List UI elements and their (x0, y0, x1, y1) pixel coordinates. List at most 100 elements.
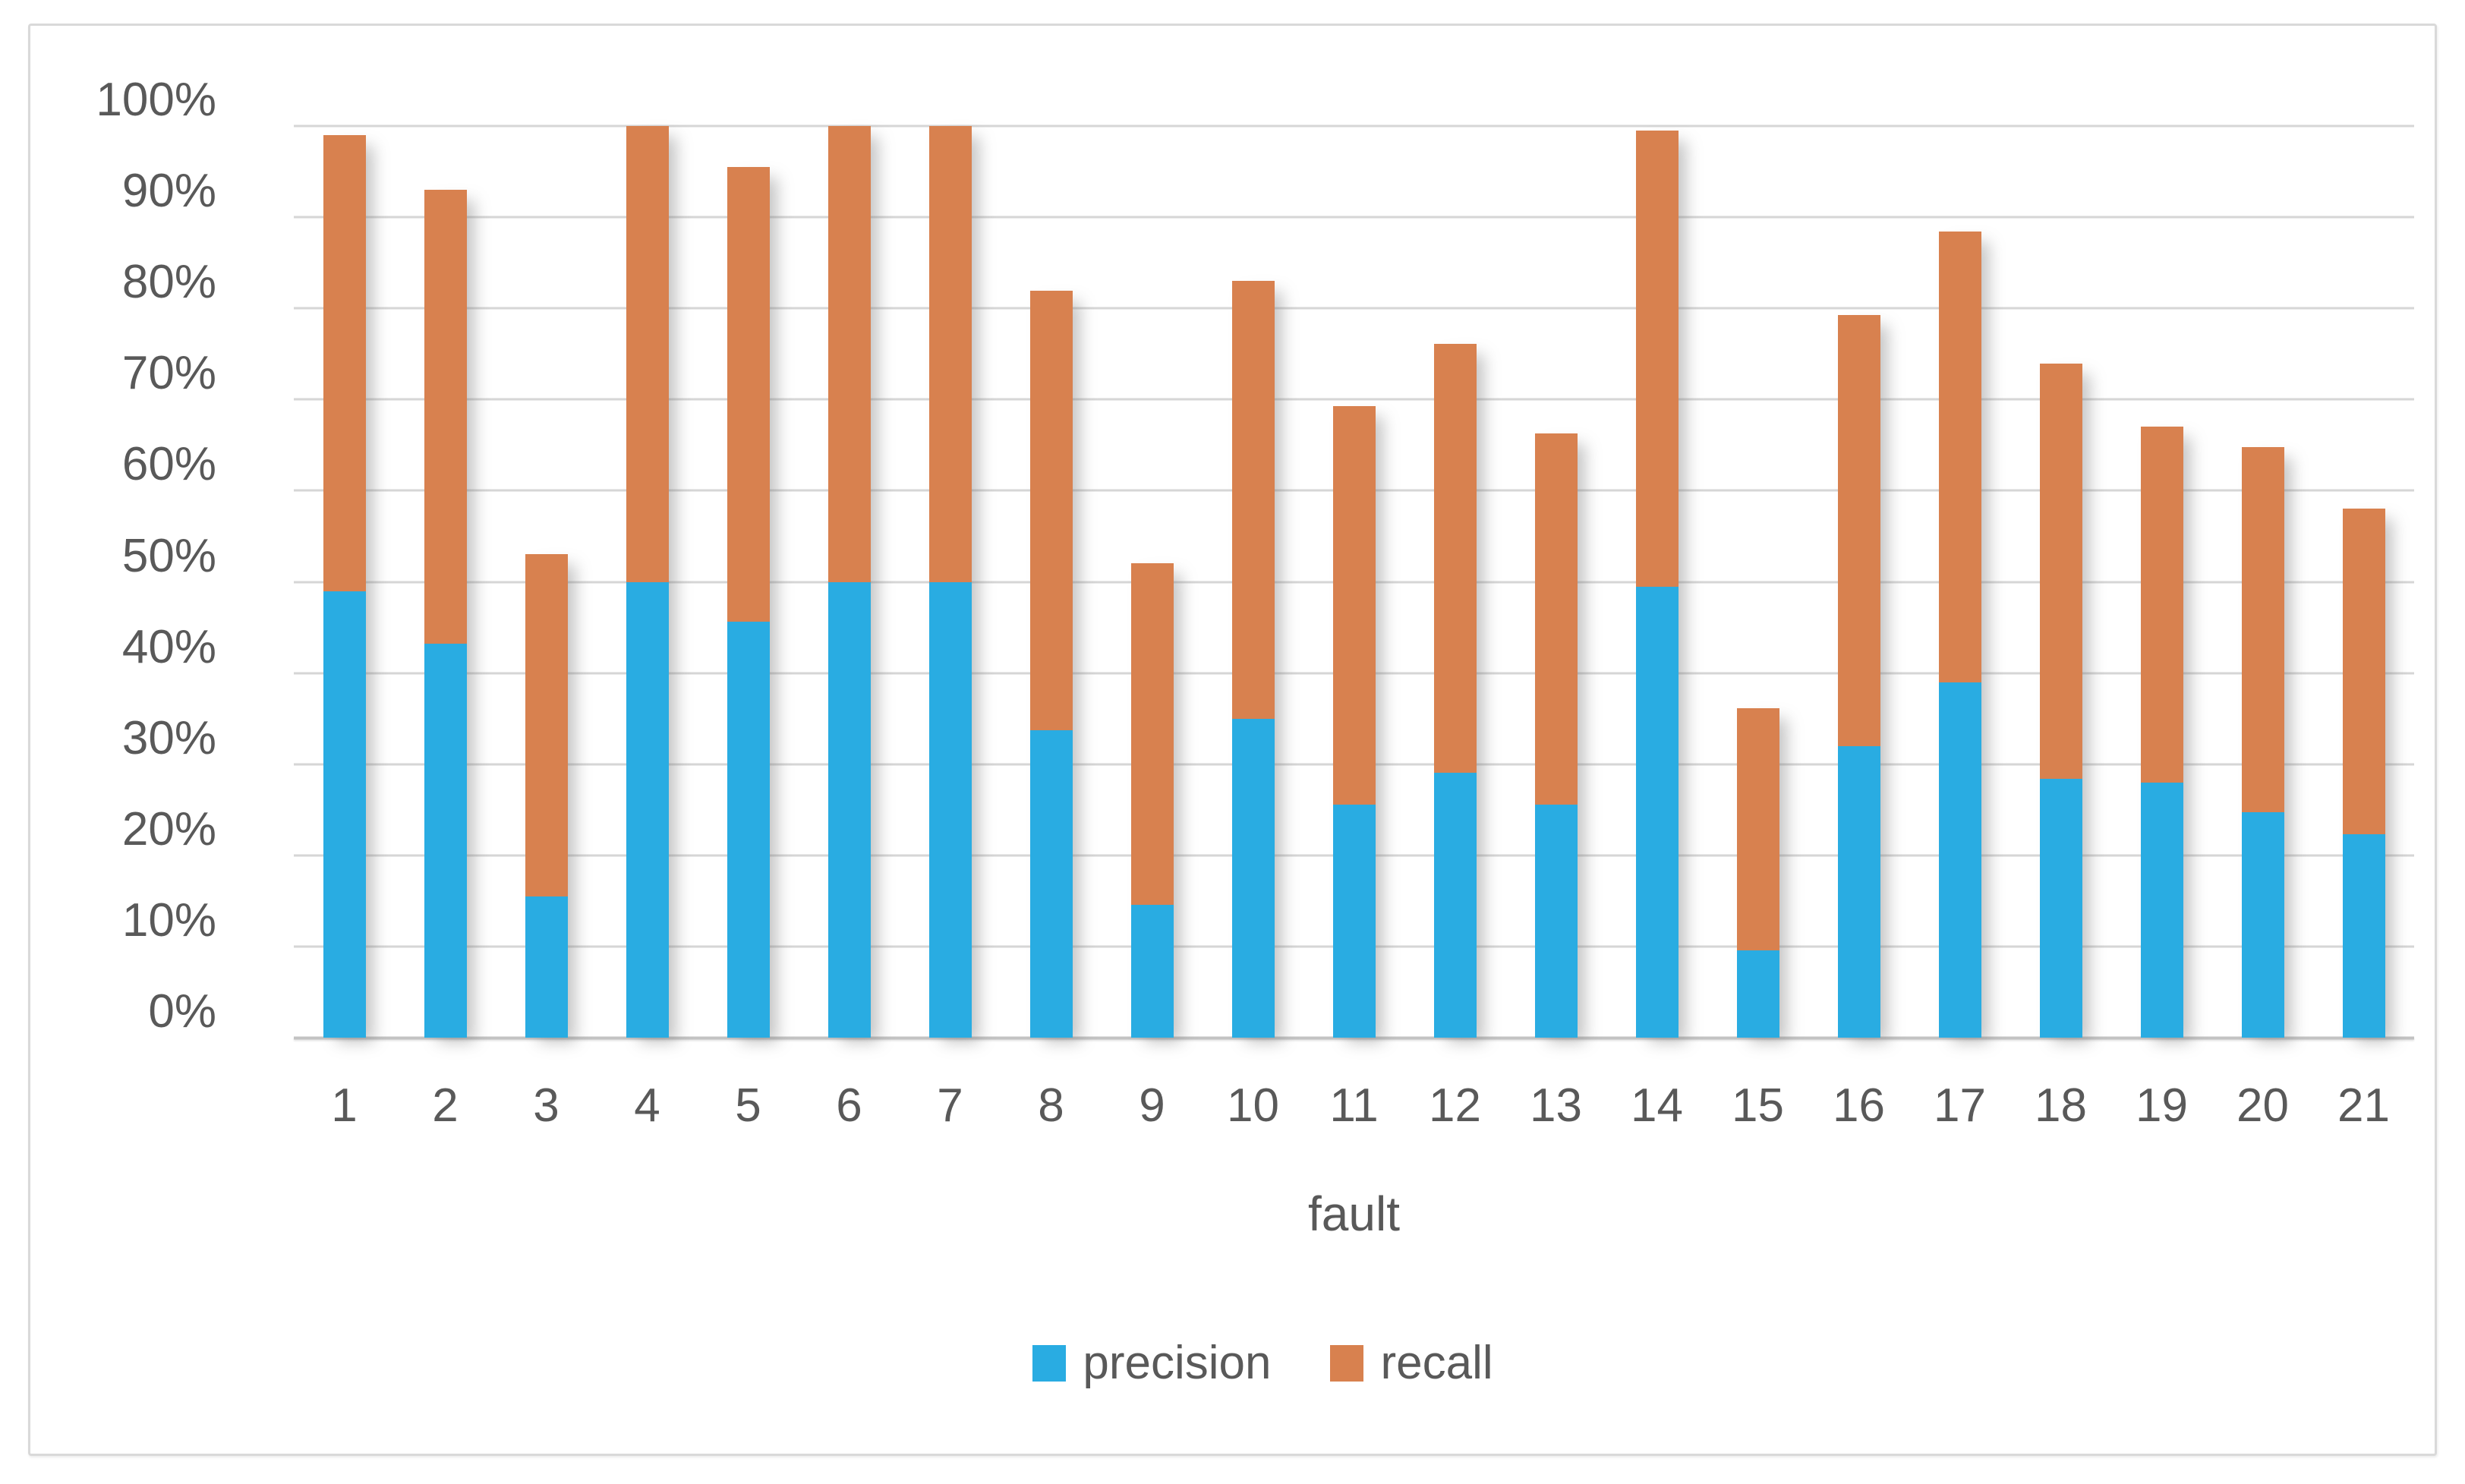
bar-segment-precision (525, 896, 568, 1038)
bar-segment-recall (928, 126, 972, 582)
gridline (294, 398, 2414, 401)
bar-10 (1231, 281, 1275, 1038)
bar-19 (2140, 427, 2183, 1038)
bar-6 (827, 126, 871, 1038)
y-axis-tick-label: 100% (96, 74, 216, 126)
bar-segment-recall (1736, 708, 1779, 950)
bar-segment-recall (1837, 314, 1880, 746)
bar-segment-recall (727, 167, 770, 622)
x-axis-tick-label: 14 (1631, 1079, 1683, 1132)
bar-segment-recall (1635, 131, 1679, 587)
x-axis-tick-label: 2 (432, 1079, 459, 1132)
bar-segment-precision (2140, 782, 2183, 1038)
bar-segment-precision (1736, 950, 1779, 1038)
legend: precision recall (30, 1336, 2465, 1390)
bar-segment-precision (1534, 804, 1578, 1038)
x-axis-title: fault (1308, 1186, 1400, 1241)
bar-segment-recall (1433, 344, 1477, 773)
y-axis-tick-label: 30% (121, 711, 216, 764)
x-axis-tick-label: 15 (1732, 1079, 1784, 1132)
bar-segment-recall (2342, 509, 2385, 835)
bar-15 (1736, 708, 1779, 1038)
bar-11 (1332, 405, 1376, 1038)
bar-segment-recall (1231, 281, 1275, 719)
bar-segment-precision (424, 644, 467, 1038)
y-axis-tick-label: 20% (121, 802, 216, 855)
x-axis-tick-label: 8 (1038, 1079, 1064, 1132)
x-axis-tick-label: 12 (1429, 1079, 1481, 1132)
bar-9 (1130, 563, 1174, 1038)
plot-area (294, 124, 2414, 1040)
bar-segment-recall (2039, 364, 2082, 779)
bar-13 (1534, 433, 1578, 1038)
x-axis-tick-label: 4 (634, 1079, 660, 1132)
bar-segment-precision (626, 581, 669, 1038)
bar-segment-precision (1837, 745, 1880, 1038)
precision-swatch-icon (1032, 1344, 1067, 1382)
gridline (294, 124, 2414, 128)
bar-segment-precision (1332, 804, 1376, 1038)
bar-segment-recall (1029, 291, 1073, 731)
bar-segment-recall (2140, 427, 2183, 783)
y-axis-tick-label: 70% (121, 347, 216, 400)
x-axis-tick-label: 21 (2337, 1079, 2390, 1132)
y-axis-tick-label: 80% (121, 256, 216, 309)
bar-segment-recall (1534, 433, 1578, 805)
x-axis-tick-label: 9 (1139, 1079, 1165, 1132)
bar-segment-recall (1130, 563, 1174, 905)
bar-4 (626, 126, 669, 1038)
x-axis-tick-label: 6 (836, 1079, 862, 1132)
y-axis-tick-label: 90% (121, 165, 216, 218)
bar-segment-precision (1130, 904, 1174, 1038)
x-axis-tick-label: 16 (1833, 1079, 1885, 1132)
bar-segment-precision (928, 581, 972, 1038)
x-axis-tick-label: 1 (331, 1079, 358, 1132)
bar-segment-precision (727, 622, 770, 1038)
x-axis-tick-label: 11 (1329, 1079, 1379, 1132)
x-axis-tick-label: 19 (2136, 1079, 2188, 1132)
bar-18 (2039, 364, 2082, 1038)
bar-segment-precision (1029, 730, 1073, 1038)
bar-segment-precision (2342, 834, 2385, 1038)
bar-segment-precision (1938, 682, 1981, 1038)
bar-16 (1837, 314, 1880, 1038)
bar-17 (1938, 232, 1981, 1038)
x-axis-tick-label: 3 (533, 1079, 560, 1132)
x-axis-tick-label: 5 (735, 1079, 761, 1132)
bar-segment-precision (1635, 586, 1679, 1038)
x-axis-tick-label: 7 (937, 1079, 963, 1132)
x-axis-tick-label: 17 (1934, 1079, 1986, 1132)
x-axis-tick-label: 20 (2236, 1079, 2289, 1132)
gridline (294, 216, 2414, 219)
bar-21 (2342, 509, 2385, 1038)
x-axis-tick-label: 13 (1530, 1079, 1582, 1132)
bar-segment-precision (2039, 778, 2082, 1038)
x-axis-tick-label: 10 (1227, 1079, 1279, 1132)
bar-segment-precision (323, 591, 366, 1038)
bar-7 (928, 126, 972, 1038)
y-axis-tick-label: 10% (121, 893, 216, 947)
bar-12 (1433, 344, 1477, 1038)
legend-label-precision: precision (1083, 1337, 1272, 1389)
bar-20 (2241, 446, 2284, 1038)
legend-item-recall: recall (1330, 1336, 1493, 1390)
x-axis-line (294, 1036, 2414, 1040)
bar-segment-precision (1433, 772, 1477, 1038)
gridline (294, 307, 2414, 310)
bar-segment-recall (626, 126, 669, 582)
y-axis-tick-label: 0% (148, 985, 216, 1038)
bar-segment-recall (525, 554, 568, 896)
bar-segment-precision (2241, 812, 2284, 1038)
bar-segment-recall (1332, 405, 1376, 805)
bar-segment-recall (1938, 232, 1981, 682)
bar-8 (1029, 291, 1073, 1038)
y-axis-tick-label: 40% (121, 620, 216, 673)
bar-segment-recall (827, 126, 871, 582)
y-axis-tick-label: 50% (121, 529, 216, 582)
bar-segment-recall (2241, 446, 2284, 813)
bar-segment-precision (827, 581, 871, 1038)
chart-canvas: 1 2 3 4 5 6 7 8 9 10 11 12 13 14 15 16 17 18 19 20 21 fault … (28, 24, 2437, 1456)
x-axis-tick-labels: 1 2 3 4 5 6 7 8 9 10 11 12 13 14 15 16 17 18 19 20 21 (294, 1082, 2414, 1136)
bar-2 (424, 190, 467, 1038)
